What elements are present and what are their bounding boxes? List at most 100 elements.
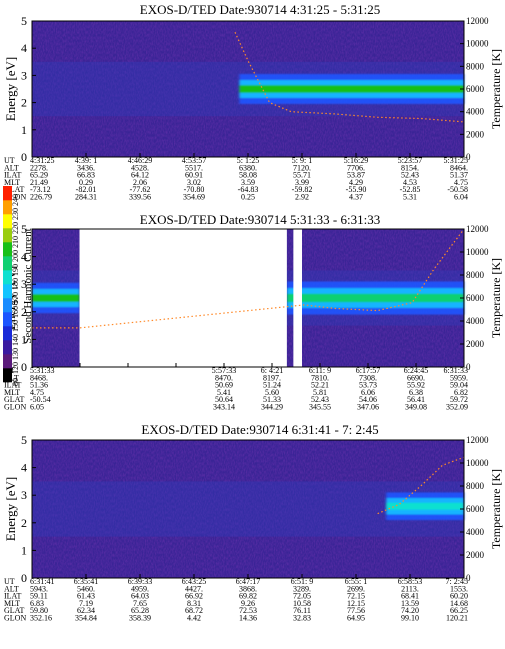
colorbar-tick-label: 80 [11,378,20,386]
data-gap [293,229,302,367]
table-cell: 7706. [347,163,365,172]
table-cell: 6.83 [30,599,44,608]
table-cell: 7810. [311,373,329,382]
energy-tick-label: 3 [21,488,27,502]
table-cell: 5: 1:25 [237,156,259,165]
table-cell: 352.09 [446,403,468,412]
colorbar-tick-label: 220 [11,222,20,234]
table-cell: 6:47:17 [236,577,260,586]
table-cell: 6:39:33 [128,577,152,586]
intensity-band-2 [286,281,464,315]
table-cell: 14.68 [450,599,468,608]
table-cell: 352.16 [30,614,52,623]
colorbar-tick-label: 120 [11,362,20,374]
spectrogram-panel-3: EXOS-D/TED Date:930714 6:31:41 - 7: 2:45… [3,422,503,623]
table-cell: 2278. [30,163,48,172]
colorbar-segment [3,312,12,327]
colorbar-tick-label: 240 [11,194,20,206]
table-cell: 5.81 [313,388,327,397]
table-cell: 74.20 [401,606,419,615]
table-cell: 5: 9: 1 [292,156,312,165]
table-cell: 2113. [401,584,419,593]
table-cell: 5.60 [265,388,279,397]
colorbar-segment [3,284,12,299]
table-cell: 354.84 [75,614,97,623]
row-label-glon: GLON [4,193,26,202]
table-cell: 51.24 [263,381,281,390]
table-cell: 13.59 [401,599,419,608]
temperature-tick-label: 10000 [466,458,489,468]
table-cell: 349.08 [405,403,427,412]
table-cell: 347.06 [357,403,379,412]
energy-tick-label: 4 [21,250,27,264]
table-cell: 6:58:53 [398,577,422,586]
table-cell: 65.29 [30,171,48,180]
row-label-alt: ALT [4,584,19,593]
table-cell: 8.31 [187,599,201,608]
energy-tick-label: 5 [21,222,27,236]
table-cell: 59.04 [450,381,468,390]
table-cell: 72.53 [239,606,257,615]
table-cell: 64.12 [131,171,149,180]
table-cell: -50.54 [30,395,51,404]
energy-tick-label: 2 [21,96,27,110]
colorbar-segment [3,214,12,229]
table-cell: 55.71 [293,171,311,180]
temperature-tick-label: 8000 [466,61,485,71]
table-cell: 60.91 [185,171,203,180]
table-cell: 55.92 [407,381,425,390]
table-cell: 66.83 [77,171,95,180]
temperature-axis-label: Temperature [K] [489,258,503,338]
table-cell: 6:24:45 [404,366,428,375]
table-cell: 6.05 [30,403,44,412]
table-cell: 3.99 [295,178,309,187]
table-cell: 345.55 [309,403,331,412]
colorbar-segment [3,326,12,341]
energy-tick-label: 0 [21,571,27,585]
table-cell: 6:51: 9 [291,577,313,586]
table-cell: 344.29 [261,403,283,412]
table-cell: 5:57:33 [212,366,236,375]
table-cell: 6.06 [361,388,375,397]
table-cell: 4:46:29 [128,156,152,165]
table-cell: -52.85 [400,185,421,194]
table-cell: 2699. [347,584,365,593]
table-cell: 32.83 [293,614,311,623]
temperature-tick-label: 4000 [466,316,485,326]
table-cell: 72.15 [347,592,365,601]
table-cell: 21.49 [30,178,48,187]
energy-tick-label: 2 [21,305,27,319]
table-cell: 51.37 [450,171,468,180]
table-cell: 76.11 [293,606,311,615]
row-label-ut: UT [4,156,15,165]
table-cell: 358.39 [129,614,151,623]
table-cell: 4:53:57 [182,156,206,165]
band-core [286,293,464,303]
colorbar-tick-label: 180 [11,278,20,290]
temperature-tick-label: 12000 [466,435,489,445]
table-cell: 5460. [77,584,95,593]
table-cell: 8470. [215,373,233,382]
table-cell: 56.41 [407,395,425,404]
orbit-parameter-table: UTALTILATMLTGLATGLON5:31:338468.51.364.7… [4,366,468,412]
table-cell: 4.75 [454,178,468,187]
panel-title: EXOS-D/TED Date:930714 6:31:41 - 7: 2:45 [141,422,378,437]
colorbar-tick-label: 190 [11,264,20,276]
table-cell: -73.12 [30,185,51,194]
temperature-axis-label: Temperature [K] [489,49,503,129]
table-cell: -50.58 [447,185,468,194]
colorbar-tick-label: 210 [11,236,20,248]
table-cell: 72.05 [293,592,311,601]
colorbar-segment [3,270,12,285]
table-cell: 53.87 [347,171,365,180]
row-label-glat: GLAT [4,185,25,194]
temperature-tick-label: 6000 [466,504,485,514]
table-cell: 2.06 [133,178,147,187]
energy-tick-label: 1 [21,332,27,346]
table-cell: 64.95 [347,614,365,623]
table-cell: 6.04 [454,193,468,202]
table-cell: 7120. [293,163,311,172]
energy-tick-label: 3 [21,68,27,82]
row-label-ilat: ILAT [4,592,21,601]
